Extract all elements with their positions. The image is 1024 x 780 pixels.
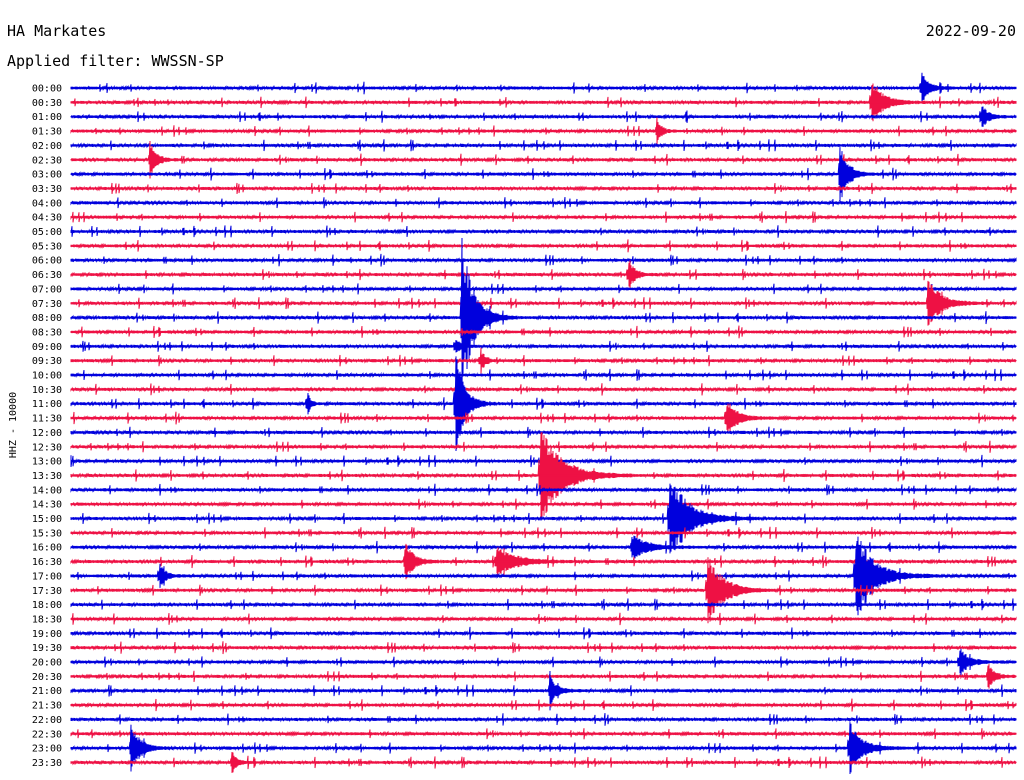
row-time-label: 21:30 bbox=[32, 701, 62, 712]
row-time-label: 01:00 bbox=[32, 112, 62, 123]
row-time-label: 17:00 bbox=[32, 571, 62, 582]
row-time-label: 09:30 bbox=[32, 356, 62, 367]
row-time-label: 06:00 bbox=[32, 256, 62, 267]
row-time-label: 20:00 bbox=[32, 658, 62, 669]
row-time-label: 00:00 bbox=[32, 84, 62, 95]
row-time-label: 22:30 bbox=[32, 729, 62, 740]
row-time-label: 03:30 bbox=[32, 184, 62, 195]
filter-label: Applied filter: WWSSN-SP bbox=[7, 52, 224, 70]
row-time-label: 09:00 bbox=[32, 342, 62, 353]
row-time-label: 22:00 bbox=[32, 715, 62, 726]
row-time-label: 20:30 bbox=[32, 672, 62, 683]
row-time-label: 21:00 bbox=[32, 686, 62, 697]
row-time-label: 17:30 bbox=[32, 586, 62, 597]
row-time-label: 02:30 bbox=[32, 155, 62, 166]
row-time-label: 16:00 bbox=[32, 543, 62, 554]
row-time-label: 01:30 bbox=[32, 127, 62, 138]
row-time-label: 12:00 bbox=[32, 428, 62, 439]
row-time-label: 14:00 bbox=[32, 485, 62, 496]
date-label: 2022-09-20 bbox=[926, 22, 1016, 40]
row-time-label: 11:30 bbox=[32, 414, 62, 425]
row-time-label: 13:30 bbox=[32, 471, 62, 482]
row-time-label: 13:00 bbox=[32, 457, 62, 468]
row-time-label: 04:30 bbox=[32, 213, 62, 224]
trace-rows: 00:00 00:30 01:00 01:30 02:00 02:30 03:00 03:30… bbox=[32, 72, 1017, 775]
station-title: HA Markates bbox=[7, 22, 106, 40]
row-time-label: 15:00 bbox=[32, 514, 62, 525]
row-time-label: 18:30 bbox=[32, 614, 62, 625]
row-time-label: 12:30 bbox=[32, 442, 62, 453]
row-time-label: 05:30 bbox=[32, 241, 62, 252]
row-time-label: 15:30 bbox=[32, 528, 62, 539]
row-time-label: 07:30 bbox=[32, 299, 62, 310]
row-time-label: 00:30 bbox=[32, 98, 62, 109]
row-time-label: 18:00 bbox=[32, 600, 62, 611]
row-time-label: 19:00 bbox=[32, 629, 62, 640]
row-time-label: 10:30 bbox=[32, 385, 62, 396]
row-time-label: 11:00 bbox=[32, 399, 62, 410]
y-axis-label: HHZ - 10000 bbox=[8, 392, 19, 458]
row-time-label: 05:00 bbox=[32, 227, 62, 238]
row-time-label: 02:00 bbox=[32, 141, 62, 152]
row-time-label: 23:00 bbox=[32, 744, 62, 755]
row-time-label: 19:30 bbox=[32, 643, 62, 654]
row-time-label: 06:30 bbox=[32, 270, 62, 281]
row-time-label: 04:00 bbox=[32, 198, 62, 209]
row-time-label: 14:30 bbox=[32, 500, 62, 511]
row-time-label: 07:00 bbox=[32, 284, 62, 295]
row-time-label: 23:30 bbox=[32, 758, 62, 769]
row-time-label: 03:00 bbox=[32, 170, 62, 181]
row-time-label: 10:00 bbox=[32, 371, 62, 382]
row-time-label: 08:30 bbox=[32, 327, 62, 338]
row-time-label: 08:00 bbox=[32, 313, 62, 324]
row-time-label: 16:30 bbox=[32, 557, 62, 568]
